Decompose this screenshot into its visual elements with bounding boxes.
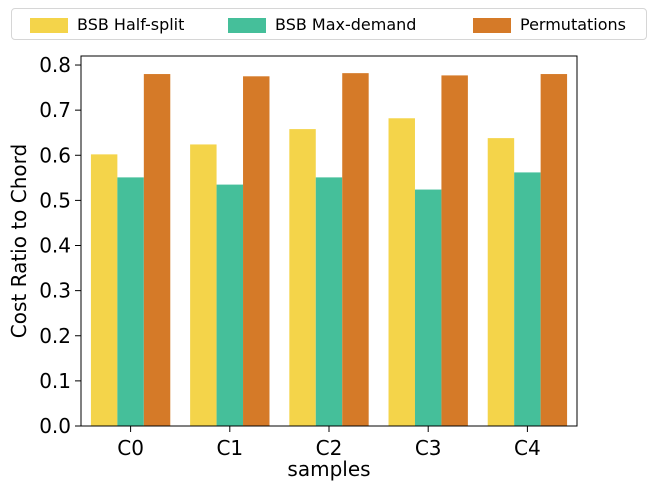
legend-swatch-max-demand: [228, 17, 266, 33]
bar-c2-bsb-max-demand: [315, 177, 343, 426]
y-tick-label: 0.3: [39, 279, 71, 303]
x-tick-label-c4: C4: [514, 436, 541, 460]
bar-c4-bsb-max-demand: [514, 172, 541, 426]
y-tick-label: 0.5: [39, 188, 71, 212]
legend-item-permutations: Permutations: [473, 17, 626, 33]
x-tick-label-c2: C2: [316, 436, 343, 460]
y-tick-label: 0.6: [39, 143, 71, 167]
y-tick-label: 0.0: [39, 414, 71, 438]
x-axis: C0 C1 C2 C3 C4: [117, 426, 541, 460]
x-axis-label: samples: [287, 457, 370, 481]
legend-swatch-half-split: [30, 17, 68, 33]
bar-c0-bsb-max-demand: [117, 177, 144, 426]
bar-c0-permutations: [143, 74, 171, 427]
bar-c3-permutations: [441, 75, 468, 427]
legend: BSB Half-split BSB Max-demand Permutatio…: [11, 8, 647, 40]
bar-c2-permutations: [342, 73, 369, 427]
bar-c4-permutations: [540, 74, 568, 427]
y-axis: 0.0 0.1 0.2 0.3 0.4 0.5 0.6 0.7 0.8: [39, 53, 81, 438]
y-tick-label: 0.2: [39, 324, 71, 348]
bar-c2-bsb-half-split: [289, 129, 316, 426]
y-tick-label: 0.7: [39, 98, 71, 122]
legend-item-half-split: BSB Half-split: [30, 17, 184, 33]
bar-c4-bsb-half-split: [487, 138, 515, 426]
legend-label-half-split: BSB Half-split: [77, 15, 185, 34]
bar-c1-bsb-max-demand: [216, 184, 244, 426]
y-tick-label: 0.4: [39, 234, 71, 258]
legend-item-max-demand: BSB Max-demand: [228, 17, 416, 33]
x-tick-label-c3: C3: [415, 436, 442, 460]
x-tick-label-c0: C0: [117, 436, 144, 460]
bar-c0-bsb-half-split: [90, 154, 118, 426]
bar-c3-bsb-max-demand: [414, 189, 442, 426]
y-tick-label: 0.1: [39, 369, 71, 393]
x-tick-label-c1: C1: [216, 436, 243, 460]
bars-group: [90, 73, 568, 427]
y-axis-label: Cost Ratio to Chord: [7, 144, 31, 338]
legend-label-max-demand: BSB Max-demand: [275, 15, 417, 34]
bar-c1-permutations: [243, 76, 270, 427]
bar-c3-bsb-half-split: [388, 118, 415, 427]
y-tick-label: 0.8: [39, 53, 71, 77]
bar-c1-bsb-half-split: [190, 144, 217, 426]
legend-label-permutations: Permutations: [520, 15, 627, 34]
legend-swatch-permutations: [473, 17, 511, 33]
